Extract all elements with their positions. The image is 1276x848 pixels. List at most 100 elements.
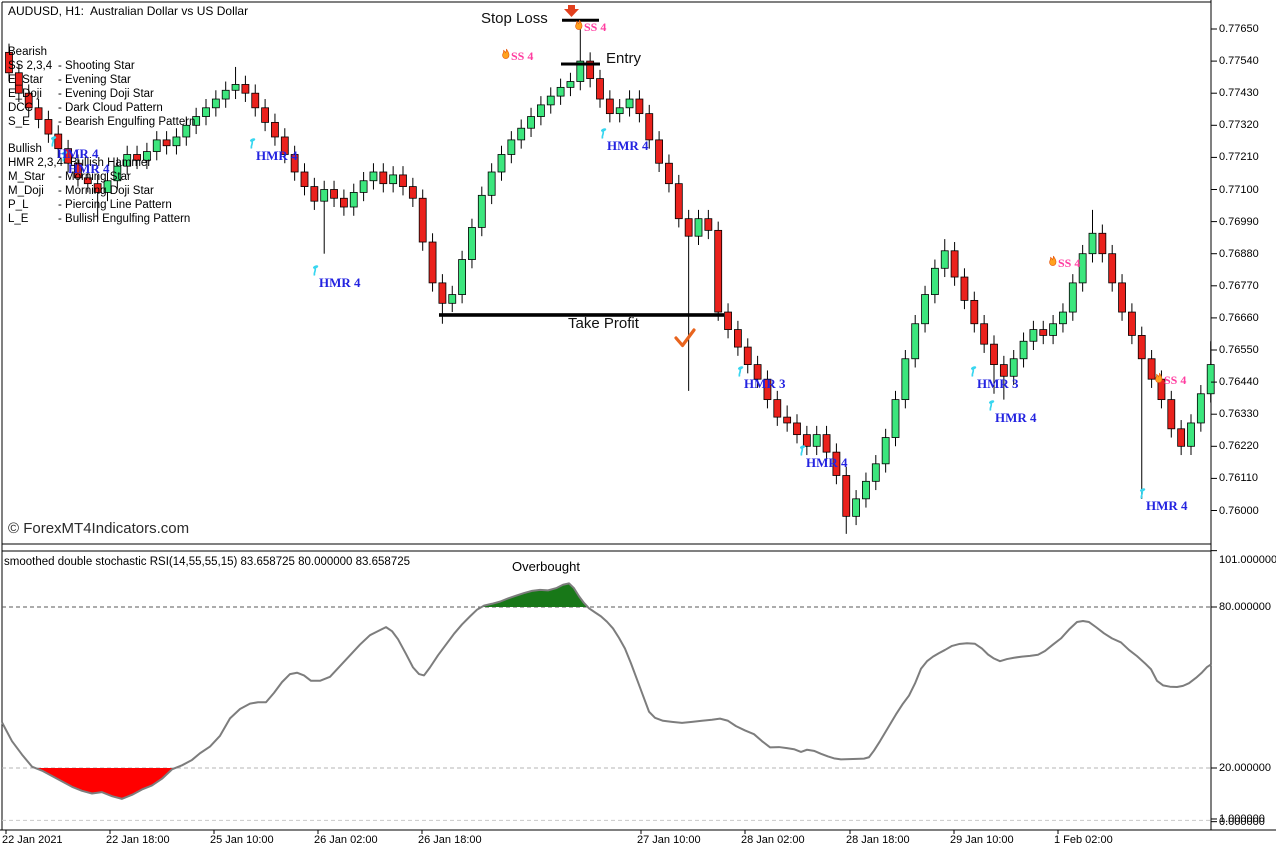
candle	[448, 294, 457, 304]
legend-item: L_E - Bullish Engulfing Pattern	[8, 213, 195, 227]
candle	[724, 311, 732, 330]
candle	[142, 151, 151, 161]
price-axis-label: 0.77320	[1219, 119, 1259, 132]
candle	[349, 192, 358, 208]
time-axis-label: 1 Feb 02:00	[1054, 834, 1113, 846]
take-profit-checkmark-icon	[674, 328, 696, 348]
candle	[655, 139, 663, 164]
candle	[753, 364, 762, 380]
candle	[1206, 364, 1215, 395]
candle	[852, 498, 860, 517]
candle	[468, 227, 476, 260]
candle	[1167, 399, 1176, 430]
candle	[517, 127, 526, 141]
hammer-marker-label: HMR 4	[995, 410, 1037, 425]
chart-title: AUDUSD, H1: Australian Dollar vs US Doll…	[8, 4, 249, 18]
legend-desc: - Bullish Engulfing Pattern	[58, 213, 191, 225]
time-axis-label: 28 Jan 02:00	[741, 834, 805, 846]
candle	[1009, 358, 1018, 377]
hammer-icon	[61, 151, 68, 162]
indicator-line	[1, 582, 1212, 800]
candle	[527, 116, 535, 129]
candle	[891, 399, 900, 438]
candle	[950, 250, 959, 278]
legend-abbr: HMR 2,3,4	[8, 157, 63, 169]
candle	[34, 107, 43, 120]
candle	[477, 194, 486, 228]
time-axis-label: 22 Jan 18:00	[106, 834, 170, 846]
hammer-marker-label: HMR 4	[319, 275, 361, 290]
candle	[280, 136, 289, 155]
candle	[202, 107, 210, 117]
candle	[586, 60, 595, 80]
candle	[172, 136, 181, 147]
candle	[44, 119, 53, 135]
legend-abbr: S_E	[8, 116, 30, 128]
candle	[1177, 428, 1186, 447]
candle	[763, 378, 772, 401]
candle	[615, 107, 624, 115]
entry-line	[561, 62, 600, 66]
candle	[113, 165, 122, 182]
hammer-marker-label: HMR 3	[977, 376, 1019, 391]
candle	[1039, 329, 1048, 336]
price-axis-label: 0.76110	[1219, 472, 1258, 485]
legend-item: S_E - Bearish Engulfing Pattern	[8, 116, 195, 130]
candle	[901, 358, 910, 401]
candle	[931, 267, 939, 295]
candle	[990, 343, 998, 365]
candle	[970, 299, 979, 325]
candle	[5, 51, 13, 74]
candle	[211, 98, 220, 109]
candle	[192, 116, 201, 126]
legend-item: M_Doji - Morning Doji Star	[8, 185, 195, 199]
candle	[734, 329, 742, 348]
candle	[665, 162, 673, 185]
legend-desc: - Evening Doji Star	[58, 88, 154, 100]
candle	[704, 218, 713, 231]
candle	[625, 98, 634, 109]
candle	[1147, 358, 1156, 380]
legend-abbr: P_L	[8, 199, 29, 211]
indicator-axis-label: 0.000000	[1219, 815, 1265, 828]
hammer-marker-label: HMR 3	[744, 376, 786, 391]
candle	[694, 218, 703, 237]
legend-abbr: E_Star	[8, 74, 44, 86]
candle	[921, 294, 929, 325]
hammer-marker-label: HMR 4	[607, 138, 649, 153]
candle	[399, 174, 407, 187]
candle	[24, 92, 33, 109]
shooting-star-marker-label: SS 4	[584, 20, 607, 34]
candle	[714, 229, 723, 313]
time-axis-label: 26 Jan 02:00	[314, 834, 378, 846]
candle	[546, 95, 555, 106]
candle	[290, 154, 299, 173]
stop-loss-label: Stop Loss	[481, 10, 548, 27]
candle	[339, 197, 348, 208]
legend-abbr: M_Doji	[8, 185, 44, 197]
candle	[458, 259, 467, 295]
candle	[221, 89, 230, 100]
hammer-icon	[799, 445, 806, 456]
flame-icon	[1049, 255, 1057, 266]
candle	[1019, 340, 1028, 360]
watermark: © ForexMT4Indicators.com	[8, 520, 190, 537]
candle	[103, 180, 112, 193]
candle	[182, 124, 191, 138]
price-axis-label: 0.77430	[1219, 87, 1259, 100]
candle	[507, 139, 516, 155]
take-profit-line	[439, 313, 724, 317]
candle	[1068, 282, 1077, 313]
legend-item: HMR 2,3,4- Bullish Hammer	[8, 157, 195, 171]
candle	[556, 86, 565, 97]
candle	[14, 72, 23, 94]
legend-desc: - Morning Star	[58, 171, 131, 183]
candle	[1196, 393, 1205, 424]
candle	[123, 154, 132, 167]
candle	[241, 84, 250, 94]
flame-icon	[1155, 372, 1163, 383]
candle	[389, 174, 398, 185]
candle	[418, 197, 427, 243]
